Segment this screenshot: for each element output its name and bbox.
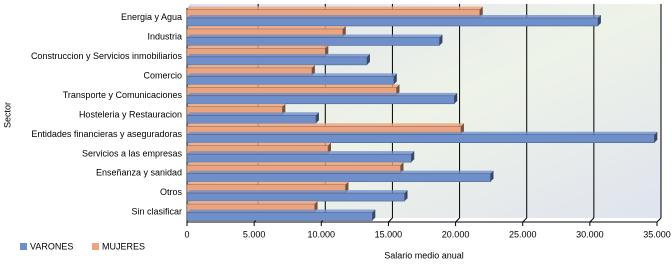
bar-side xyxy=(396,84,400,96)
y-tick-label: Transporte y Comunicaciones xyxy=(63,90,183,100)
y-tick-label: Hosteleria y Restauracion xyxy=(79,109,182,119)
bar-side xyxy=(400,162,404,174)
bar-side xyxy=(490,170,494,182)
bar xyxy=(186,17,599,27)
bar-top xyxy=(187,209,376,213)
x-tick-label: 5.000 xyxy=(243,229,266,239)
bar-side xyxy=(597,15,601,26)
y-tick-label: Entidades financieras y aseguradoras xyxy=(31,129,182,139)
bar-top xyxy=(187,15,601,18)
bar xyxy=(186,153,412,163)
y-tick-label: Industria xyxy=(147,32,182,42)
legend-swatch xyxy=(92,243,99,250)
grid-line xyxy=(656,217,662,223)
x-tick-label: 10.000 xyxy=(308,229,336,239)
bar-side xyxy=(404,190,408,202)
x-tick-label: 20.000 xyxy=(442,229,470,239)
y-tick-label: Otros xyxy=(160,187,183,197)
bar xyxy=(186,76,395,85)
legend-label: VARONES xyxy=(30,241,73,251)
bar-side xyxy=(411,151,415,163)
bar-top xyxy=(187,151,415,155)
y-tick-label: Construccion y Servicios inmobiliarios xyxy=(31,51,183,61)
bar-side xyxy=(345,181,349,193)
x-tick-label: 25.000 xyxy=(509,229,537,239)
y-tick-label: Enseñanza y sanidad xyxy=(96,168,182,178)
bar-side xyxy=(311,64,315,76)
bar-top xyxy=(187,190,408,194)
bar-top xyxy=(187,64,315,68)
x-tick-label: 35.000 xyxy=(643,229,671,239)
bar xyxy=(186,134,655,143)
bar-side xyxy=(654,131,658,143)
bar-top xyxy=(187,25,346,29)
y-tick-label: Sin clasificar xyxy=(131,207,182,217)
bar-side xyxy=(372,209,376,221)
bar xyxy=(186,173,491,182)
bar-top xyxy=(187,170,494,174)
grid-line xyxy=(388,217,393,223)
legend-swatch xyxy=(20,243,27,250)
bar-top xyxy=(187,73,397,77)
y-tick-label: Comercio xyxy=(143,70,182,80)
y-axis-title: Sector xyxy=(2,102,12,128)
bar xyxy=(186,56,368,66)
grid-line xyxy=(589,217,595,223)
bar-side xyxy=(460,123,464,135)
legend-label: MUJERES xyxy=(102,241,145,251)
bar-top xyxy=(187,181,349,185)
bar-top xyxy=(187,6,483,10)
y-tick-label: Energia y Agua xyxy=(121,12,182,22)
x-tick-label: 30.000 xyxy=(576,229,604,239)
bar-side xyxy=(439,34,443,46)
bar-side xyxy=(314,201,318,213)
bar-side xyxy=(479,6,483,18)
bar-top xyxy=(187,123,464,127)
bar xyxy=(186,95,455,105)
bar-top xyxy=(187,53,370,57)
bar xyxy=(186,212,373,221)
bar-side xyxy=(366,53,370,65)
bar xyxy=(186,37,440,46)
bar-side xyxy=(282,103,286,115)
bar-side xyxy=(342,25,346,37)
bar-side xyxy=(325,45,329,57)
bar-top xyxy=(187,201,318,205)
grid-line xyxy=(522,217,528,223)
y-tick-label: Servicios a las empresas xyxy=(82,148,183,158)
bar-side xyxy=(454,92,458,104)
bar-side xyxy=(393,73,397,85)
bar-top xyxy=(187,131,658,135)
grid-line xyxy=(455,217,460,223)
bar-top xyxy=(187,112,319,116)
bar-side xyxy=(315,112,319,124)
bar-top xyxy=(187,34,443,38)
bar-top xyxy=(187,45,329,49)
x-tick-label: 0 xyxy=(184,229,189,239)
bar xyxy=(186,192,405,202)
bar-top xyxy=(187,84,400,88)
bar-top xyxy=(187,103,286,107)
bar xyxy=(186,115,317,124)
bar-top xyxy=(187,92,458,96)
x-axis-title: Salario medio anual xyxy=(384,250,464,260)
bar-top xyxy=(187,162,404,166)
bar-side xyxy=(328,142,331,154)
x-tick-label: 15.000 xyxy=(375,229,403,239)
bar-top xyxy=(187,142,331,146)
